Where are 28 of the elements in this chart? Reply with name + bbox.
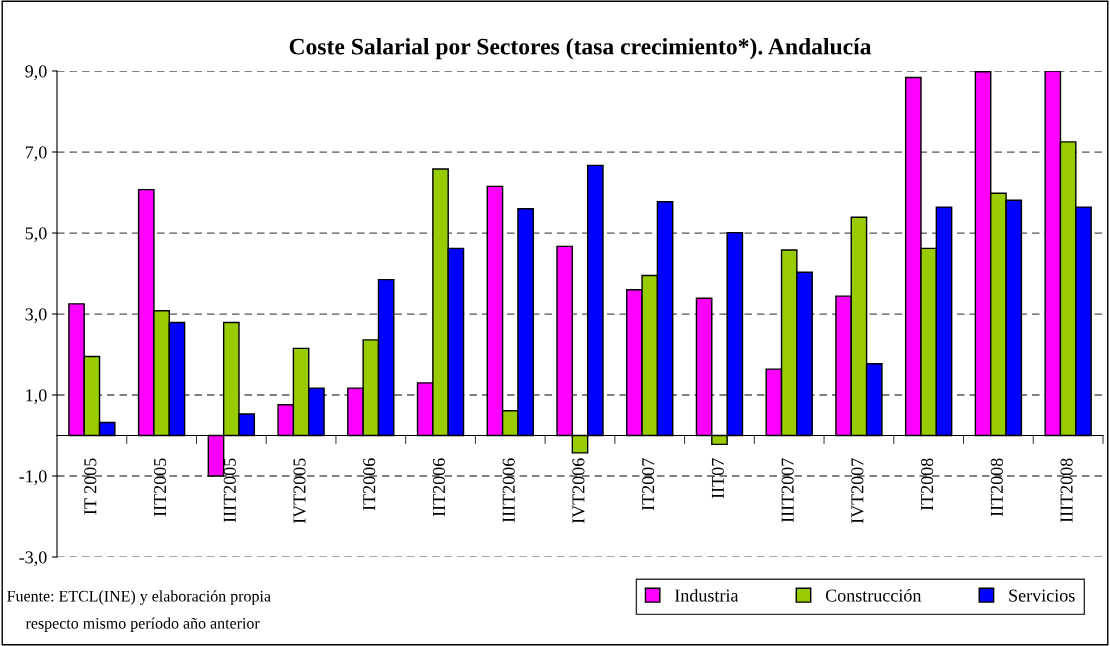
legend-label: Industria xyxy=(674,588,739,602)
x-tick-label: IVT2007 xyxy=(851,458,864,524)
x-tick-label: IVT2005 xyxy=(293,458,306,524)
x-tick-label: IIT07 xyxy=(711,458,724,499)
x-tick-label: IT2008 xyxy=(921,458,934,511)
x-tick-label: IIIT2005 xyxy=(223,458,236,523)
legend-label: Servicios xyxy=(1009,589,1075,602)
x-tick-label: IIT2005 xyxy=(153,458,167,517)
chart-title: Coste Salarial por Sectores (tasa crecimiento*). Andalucía xyxy=(289,37,872,60)
x-tick-label: IVT2006 xyxy=(572,458,585,524)
source-note: Fuente: ETCL(INE) y elaboración propia xyxy=(7,590,271,605)
y-tick-label: 3,0 xyxy=(25,308,47,324)
x-tick-label: IIT2006 xyxy=(432,458,446,517)
x-tick-label: IT2007 xyxy=(642,458,655,511)
x-tick-label: IT 2005 xyxy=(84,458,97,515)
y-tick-label: -1,0 xyxy=(19,470,47,486)
y-tick-label: 1,0 xyxy=(26,389,47,405)
y-tick-label: 7,0 xyxy=(25,146,47,162)
x-tick-label: IIT2008 xyxy=(990,458,1003,517)
x-tick-label: IIIT2007 xyxy=(781,458,794,523)
y-tick-label: 9,0 xyxy=(25,65,47,81)
x-tick-label: IIIT2006 xyxy=(502,458,515,523)
y-tick-label: 5,0 xyxy=(25,227,47,243)
x-tick-label: IT2006 xyxy=(363,458,376,511)
x-tick-label: IIIT2008 xyxy=(1060,458,1073,523)
legend-label: Construcción xyxy=(825,588,922,602)
text: respecto mismo período año anterior xyxy=(25,617,260,632)
y-tick-label: -3,0 xyxy=(19,551,47,567)
